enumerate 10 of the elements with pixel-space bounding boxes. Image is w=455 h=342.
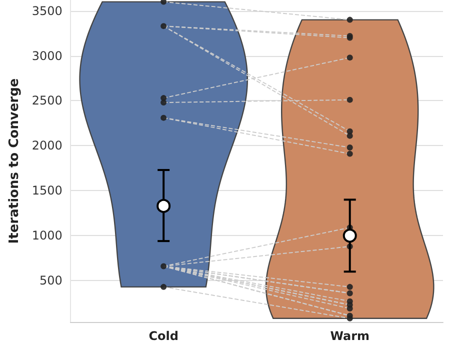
y-tick-label: 2500 (32, 94, 62, 108)
x-tick-label: Warm (330, 329, 370, 342)
y-tick-label: 3000 (32, 48, 62, 63)
y-tick-label: 1500 (32, 184, 62, 198)
x-tick-label: Cold (148, 329, 178, 342)
y-tick-label: 2000 (32, 138, 62, 153)
y-tick-label: 1000 (32, 228, 62, 243)
y-tick-label: 3500 (32, 4, 62, 18)
y-tick-label: 500 (40, 274, 62, 288)
y-axis-title: Iterations to Converge (7, 78, 22, 244)
